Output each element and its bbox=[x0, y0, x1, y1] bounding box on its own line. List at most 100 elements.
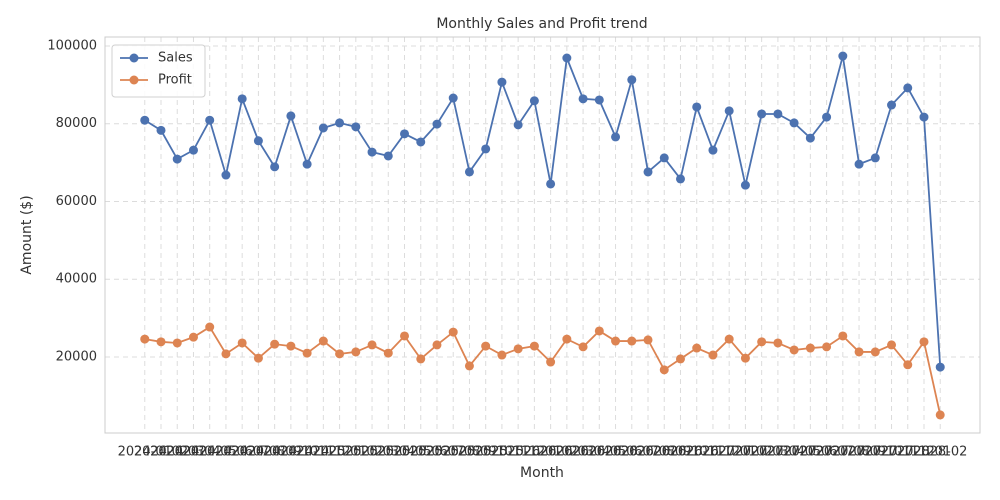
legend-marker bbox=[129, 53, 139, 63]
data-point bbox=[675, 174, 685, 184]
x-tick-label: 2027-04 bbox=[751, 445, 805, 460]
data-point bbox=[188, 145, 198, 155]
x-tick-label: 2027-05 bbox=[767, 445, 821, 460]
data-point bbox=[773, 338, 783, 348]
data-point bbox=[221, 170, 231, 180]
data-point bbox=[708, 350, 718, 360]
y-tick-label: 60000 bbox=[56, 194, 97, 209]
data-point bbox=[740, 180, 750, 190]
data-point bbox=[870, 347, 880, 357]
x-tick-label: 2025-08 bbox=[426, 445, 480, 460]
data-point bbox=[578, 342, 588, 352]
x-tick-label: 2027-02 bbox=[718, 445, 772, 460]
data-point bbox=[335, 118, 345, 128]
x-tick-label: 2025-05 bbox=[377, 445, 431, 460]
data-point bbox=[740, 353, 750, 363]
data-point bbox=[432, 119, 442, 129]
data-point bbox=[383, 348, 393, 358]
data-point bbox=[448, 93, 458, 103]
data-point bbox=[172, 338, 182, 348]
data-point bbox=[351, 347, 361, 357]
data-point bbox=[822, 342, 832, 352]
x-tick-label: 2026-03 bbox=[540, 445, 594, 460]
data-point bbox=[464, 167, 474, 177]
data-point bbox=[237, 94, 247, 104]
data-point bbox=[935, 410, 945, 420]
data-point bbox=[578, 94, 588, 104]
x-tick-label: 2024-10 bbox=[264, 445, 318, 460]
data-point bbox=[887, 100, 897, 110]
x-tick-label: 2024-06 bbox=[199, 445, 253, 460]
data-point bbox=[513, 344, 523, 354]
x-tick-label: 2024-01 bbox=[118, 445, 172, 460]
x-tick-label: 2027-07 bbox=[799, 445, 853, 460]
data-point bbox=[253, 136, 263, 146]
data-point bbox=[464, 361, 474, 371]
data-point bbox=[822, 112, 832, 122]
y-tick-label: 100000 bbox=[47, 38, 97, 53]
data-point bbox=[205, 115, 215, 125]
data-point bbox=[156, 125, 166, 135]
legend-label: Profit bbox=[158, 73, 192, 88]
data-point bbox=[416, 354, 426, 364]
data-point bbox=[253, 353, 263, 363]
data-point bbox=[562, 53, 572, 63]
x-tick-label: 2025-03 bbox=[345, 445, 399, 460]
data-point bbox=[773, 109, 783, 119]
x-tick-label: 2026-10 bbox=[653, 445, 707, 460]
x-tick-label: 2027-03 bbox=[734, 445, 788, 460]
x-tick-label: 2027-09 bbox=[832, 445, 886, 460]
x-tick-label: 2026-06 bbox=[588, 445, 642, 460]
y-tick-label: 80000 bbox=[56, 116, 97, 131]
data-point bbox=[757, 337, 767, 347]
data-point bbox=[188, 332, 198, 342]
x-tick-label: 2027-08 bbox=[816, 445, 870, 460]
data-point bbox=[870, 153, 880, 163]
data-point bbox=[172, 154, 182, 164]
data-point bbox=[497, 77, 507, 87]
x-tick-label: 2025-01 bbox=[312, 445, 366, 460]
data-point bbox=[935, 362, 945, 372]
data-point bbox=[318, 336, 328, 346]
data-point bbox=[416, 137, 426, 147]
x-tick-label: 2026-02 bbox=[523, 445, 577, 460]
x-tick-label: 2028-02 bbox=[913, 445, 967, 460]
data-point bbox=[903, 83, 913, 93]
data-point bbox=[887, 340, 897, 350]
y-tick-label: 40000 bbox=[56, 272, 97, 287]
x-tick-label: 2024-11 bbox=[280, 445, 334, 460]
x-tick-label: 2026-08 bbox=[621, 445, 675, 460]
data-point bbox=[789, 345, 799, 355]
data-point bbox=[919, 112, 929, 122]
data-point bbox=[627, 336, 637, 346]
data-point bbox=[335, 349, 345, 359]
data-point bbox=[383, 151, 393, 161]
x-tick-label: 2027-10 bbox=[848, 445, 902, 460]
data-point bbox=[594, 95, 604, 105]
data-point bbox=[270, 162, 280, 172]
data-point bbox=[562, 334, 572, 344]
x-tick-label: 2024-08 bbox=[231, 445, 285, 460]
x-tick-label: 2024-04 bbox=[166, 445, 220, 460]
data-point bbox=[513, 120, 523, 130]
x-tick-label: 2025-09 bbox=[442, 445, 496, 460]
legend-marker bbox=[129, 75, 139, 85]
data-point bbox=[708, 145, 718, 155]
data-point bbox=[529, 341, 539, 351]
data-point bbox=[481, 144, 491, 154]
legend-label: Sales bbox=[158, 51, 193, 66]
data-point bbox=[692, 343, 702, 353]
x-tick-label: 2024-03 bbox=[150, 445, 204, 460]
x-tick-label: 2024-09 bbox=[247, 445, 301, 460]
data-point bbox=[627, 75, 637, 85]
data-point bbox=[367, 147, 377, 157]
x-tick-label: 2025-10 bbox=[459, 445, 513, 460]
data-point bbox=[205, 322, 215, 332]
data-point bbox=[903, 360, 913, 370]
data-point bbox=[302, 348, 312, 358]
data-point bbox=[302, 159, 312, 169]
x-tick-label: 2024-02 bbox=[134, 445, 188, 460]
x-tick-label: 2026-04 bbox=[556, 445, 610, 460]
x-tick-label: 2026-11 bbox=[670, 445, 724, 460]
data-point bbox=[140, 115, 150, 125]
